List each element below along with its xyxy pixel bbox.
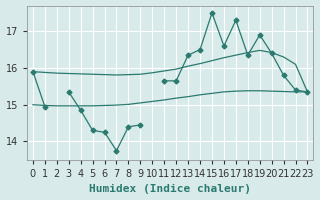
X-axis label: Humidex (Indice chaleur): Humidex (Indice chaleur) bbox=[89, 184, 251, 194]
